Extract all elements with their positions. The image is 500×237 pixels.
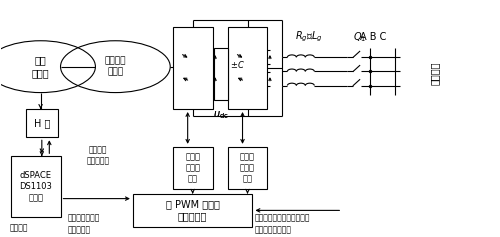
Text: 直流
电动机: 直流 电动机 <box>32 55 50 78</box>
Text: 三相电网: 三相电网 <box>430 62 440 86</box>
Text: $u_{\rm dc}$: $u_{\rm dc}$ <box>213 109 229 121</box>
Text: 电机侧
变换器
驱动: 电机侧 变换器 驱动 <box>185 152 200 184</box>
Text: $u_{\rm dc}$: $u_{\rm dc}$ <box>213 109 229 121</box>
Text: 电网侧变换器交流侧电压、
电流、直流侧电压: 电网侧变换器交流侧电压、 电流、直流侧电压 <box>255 214 310 234</box>
Text: dSPACE
DS1103
控制板: dSPACE DS1103 控制板 <box>19 171 52 202</box>
Text: $\pm C$: $\pm C$ <box>230 59 244 70</box>
Text: 永磁同步
发电机: 永磁同步 发电机 <box>104 57 126 77</box>
Bar <box>10 156 60 218</box>
Text: 设定风速: 设定风速 <box>10 224 28 233</box>
Bar <box>172 27 212 109</box>
Bar <box>228 147 268 189</box>
Bar <box>26 109 58 137</box>
Text: 直流电机
转速、电流: 直流电机 转速、电流 <box>86 145 110 165</box>
Text: A B C: A B C <box>360 32 387 42</box>
Bar <box>214 48 228 100</box>
Text: 电网侧
变换器
驱动: 电网侧 变换器 驱动 <box>240 152 255 184</box>
Bar <box>133 194 252 227</box>
Bar <box>172 147 212 189</box>
Text: 双 PWM 变换器
系统控制器: 双 PWM 变换器 系统控制器 <box>166 199 220 222</box>
Text: $R_g$、$L_g$: $R_g$、$L_g$ <box>295 30 322 44</box>
Text: $Q_1$: $Q_1$ <box>353 30 366 44</box>
Text: H 桥: H 桥 <box>34 118 50 128</box>
Text: 定子电流、转子
位置和转速: 定子电流、转子 位置和转速 <box>68 214 100 234</box>
Bar <box>228 27 268 109</box>
